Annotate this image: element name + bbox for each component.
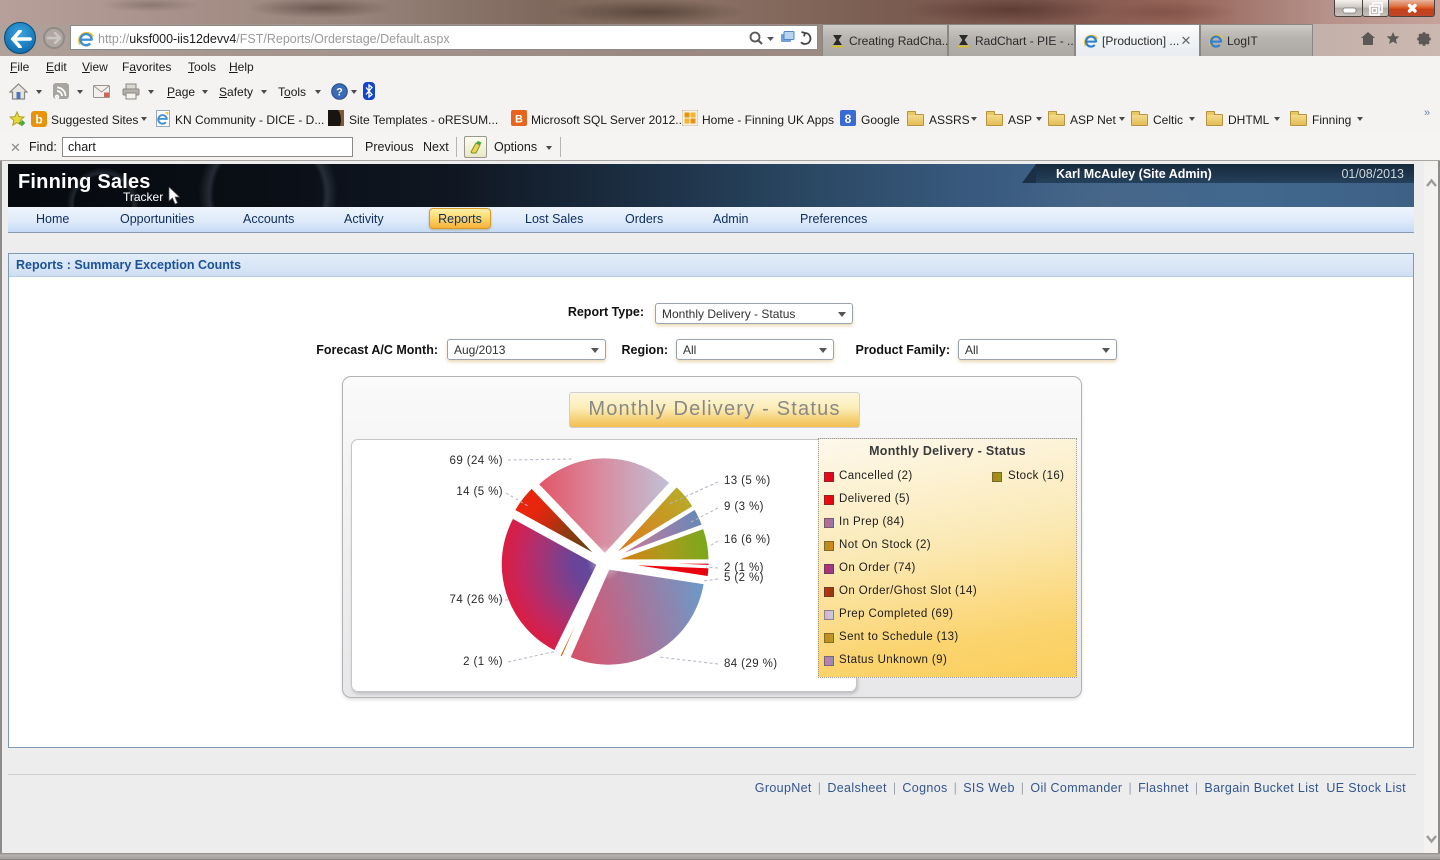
svg-text:b: b [35, 113, 42, 127]
svg-text:B: B [515, 114, 523, 126]
svg-text:?: ? [336, 87, 343, 99]
svg-text:8: 8 [845, 112, 852, 126]
